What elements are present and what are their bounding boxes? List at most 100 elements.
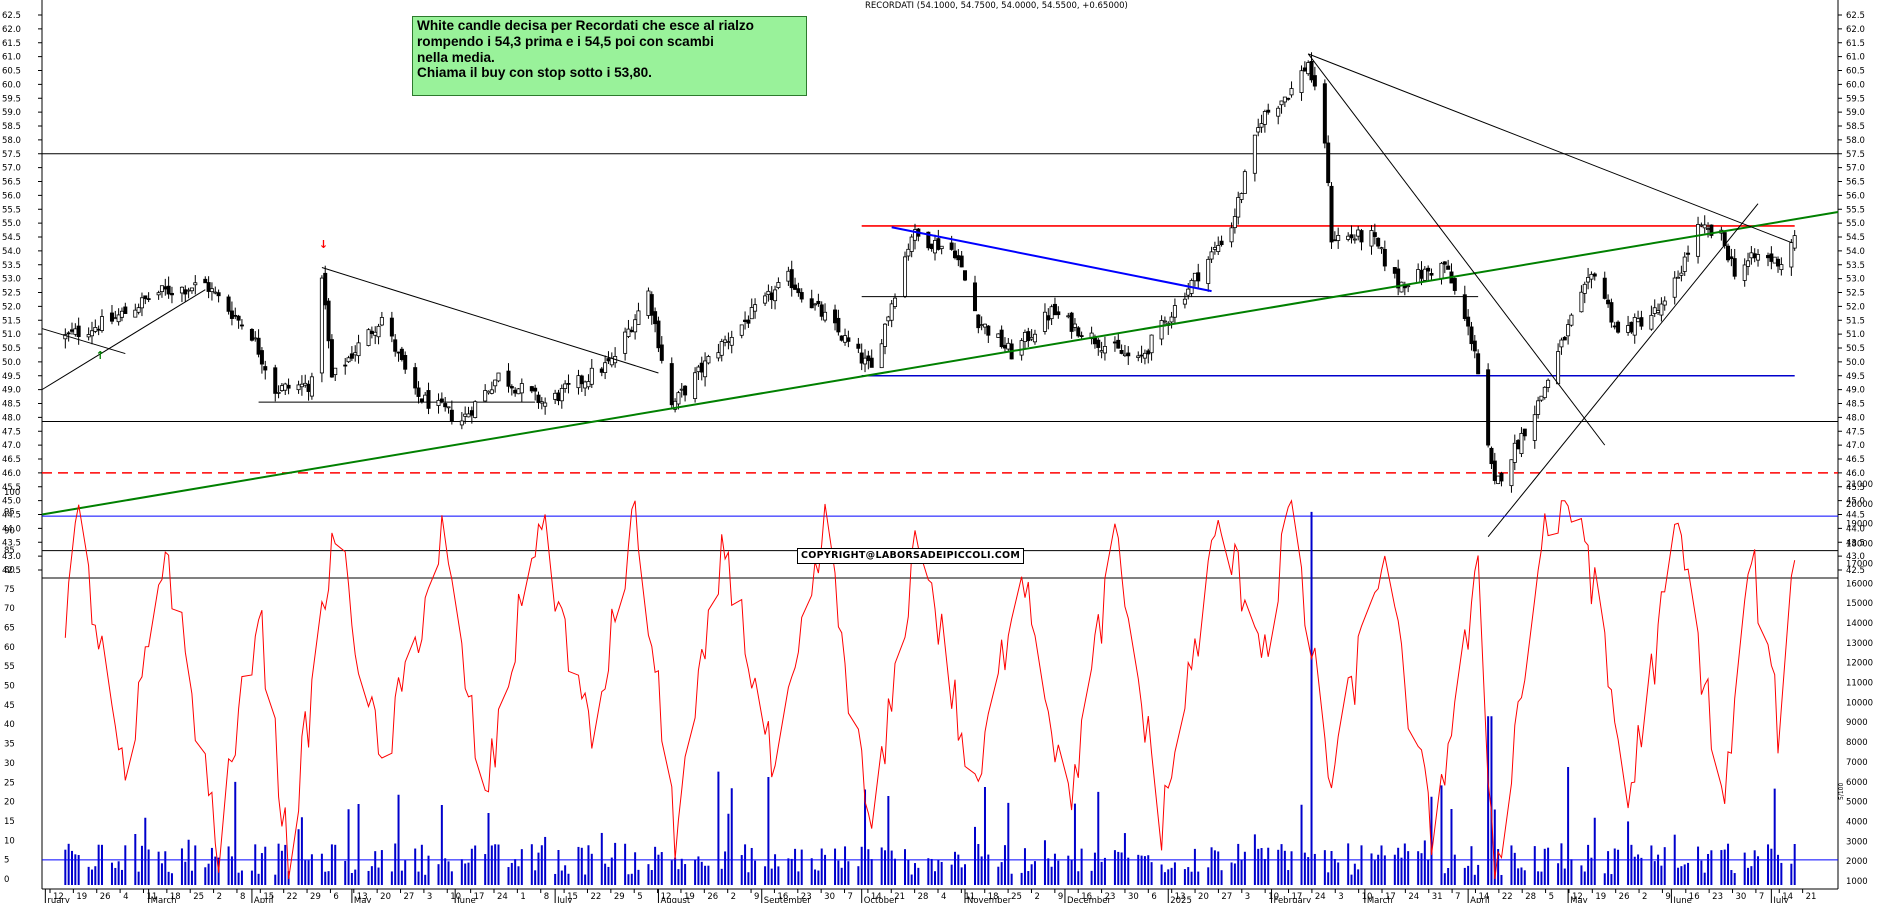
- trend-line: [41, 289, 206, 391]
- candle-body: [846, 337, 851, 342]
- trend-line: [41, 328, 126, 355]
- candle-body: [99, 316, 104, 331]
- y-tick-label-right: 52.5: [1846, 289, 1865, 299]
- y-tick-label-right: 54.0: [1846, 247, 1865, 257]
- y-tick-label-right: 44.5: [1846, 511, 1865, 521]
- candle-body: [389, 317, 394, 337]
- oscillator-tick-label: 20: [4, 798, 15, 808]
- candle-body: [1559, 339, 1564, 348]
- volume-tick-label: 4000: [1846, 817, 1868, 827]
- candle-body: [926, 231, 931, 249]
- candle-body: [93, 327, 98, 332]
- oscillator-tick-label: 80: [4, 565, 15, 575]
- candle-body: [952, 250, 957, 259]
- candle-body: [466, 413, 471, 418]
- candle-body: [769, 292, 774, 301]
- y-tick-label-right: 49.0: [1846, 386, 1865, 396]
- candle-body: [603, 362, 608, 373]
- candle-body: [726, 341, 731, 343]
- x-month-label: June: [456, 896, 476, 903]
- y-tick-label-right: 61.5: [1846, 39, 1865, 49]
- oscillator-tick-label: 35: [4, 740, 15, 750]
- candle-body: [1022, 331, 1027, 343]
- candle-body: [1206, 258, 1211, 284]
- trend-line: [1308, 53, 1792, 244]
- candle-body: [159, 285, 164, 293]
- x-day-label: 2: [731, 892, 736, 902]
- x-month-label: May: [1570, 896, 1588, 903]
- x-month-label: November: [967, 896, 1012, 903]
- candle-body: [439, 398, 444, 403]
- volume-tick-label: 10000: [1846, 698, 1873, 708]
- y-tick-label-right: 47.0: [1846, 441, 1865, 451]
- candle-body: [1749, 252, 1754, 259]
- candle-body: [962, 270, 967, 281]
- x-day-label: 12: [1572, 892, 1583, 902]
- trend-line: [41, 211, 1839, 516]
- candle-body: [1462, 294, 1467, 319]
- candle-body: [972, 282, 977, 312]
- candle-body: [1196, 272, 1201, 282]
- x-day-label: 24: [1408, 892, 1419, 902]
- x-day-label: 16: [1081, 892, 1092, 902]
- x-day-label: 22: [590, 892, 601, 902]
- x-day-label: 25: [1011, 892, 1022, 902]
- x-day-label: 21: [894, 892, 905, 902]
- y-tick-label-left: 55.0: [2, 219, 21, 229]
- x-month-label: July: [556, 896, 572, 903]
- candle-body: [1102, 346, 1107, 354]
- candle-body: [1792, 235, 1797, 249]
- candle-body: [1582, 283, 1587, 294]
- y-tick-label-right: 62.5: [1846, 11, 1865, 21]
- x-month-label: March: [1367, 896, 1393, 903]
- analysis-note: White candle decisa per Recordati che es…: [412, 16, 807, 96]
- candle-body: [319, 277, 324, 374]
- candle-body: [1096, 339, 1101, 348]
- candle-body: [1169, 316, 1174, 323]
- x-month-label: December: [1067, 896, 1112, 903]
- y-tick-label-right: 54.5: [1846, 233, 1865, 243]
- y-tick-label-right: 50.5: [1846, 344, 1865, 354]
- candle-body: [1172, 305, 1177, 318]
- x-day-label: 12: [53, 892, 64, 902]
- candle-body: [976, 314, 981, 329]
- x-day-label: 7: [848, 892, 853, 902]
- candle-body: [463, 413, 468, 417]
- volume-tick-label: 6000: [1846, 778, 1868, 788]
- x-day-label: 17: [474, 892, 485, 902]
- note-line-2: rompendo i 54,3 prima e i 54,5 poi con s…: [417, 33, 714, 49]
- candle-body: [1376, 237, 1381, 247]
- y-tick-label-right: 46.5: [1846, 455, 1865, 465]
- y-tick-label-left: 48.5: [2, 400, 21, 410]
- candle-body: [1566, 324, 1571, 337]
- x-day-label: 30: [1128, 892, 1139, 902]
- x-month-label: March: [151, 896, 177, 903]
- candle-body: [376, 325, 381, 338]
- oscillator-tick-label: 40: [4, 720, 15, 730]
- candle-body: [949, 242, 954, 250]
- oscillator-tick-label: 10: [4, 836, 15, 846]
- candle-body: [796, 288, 801, 294]
- candle-body: [956, 255, 961, 261]
- candle-body: [393, 339, 398, 352]
- candle-body: [566, 382, 571, 385]
- candle-body: [1212, 247, 1217, 250]
- y-tick-label-left: 49.0: [2, 386, 21, 396]
- candle-body: [1379, 247, 1384, 250]
- x-day-label: 25: [193, 892, 204, 902]
- candle-body: [146, 298, 151, 300]
- candle-body: [1019, 340, 1024, 356]
- candle-body: [399, 348, 404, 360]
- x-day-label: 3: [1338, 892, 1343, 902]
- candle-body: [1139, 354, 1144, 357]
- y-tick-label-left: 59.5: [2, 94, 21, 104]
- y-tick-label-left: 52.5: [2, 289, 21, 299]
- candle-body: [739, 324, 744, 336]
- candle-body: [1052, 303, 1057, 316]
- x-day-label: 26: [100, 892, 111, 902]
- oscillator-tick-label: 0: [4, 875, 9, 885]
- candle-body: [1499, 472, 1504, 482]
- candle-body: [559, 388, 564, 402]
- y-tick-label-right: 55.5: [1846, 205, 1865, 215]
- y-tick-label-right: 49.5: [1846, 372, 1865, 382]
